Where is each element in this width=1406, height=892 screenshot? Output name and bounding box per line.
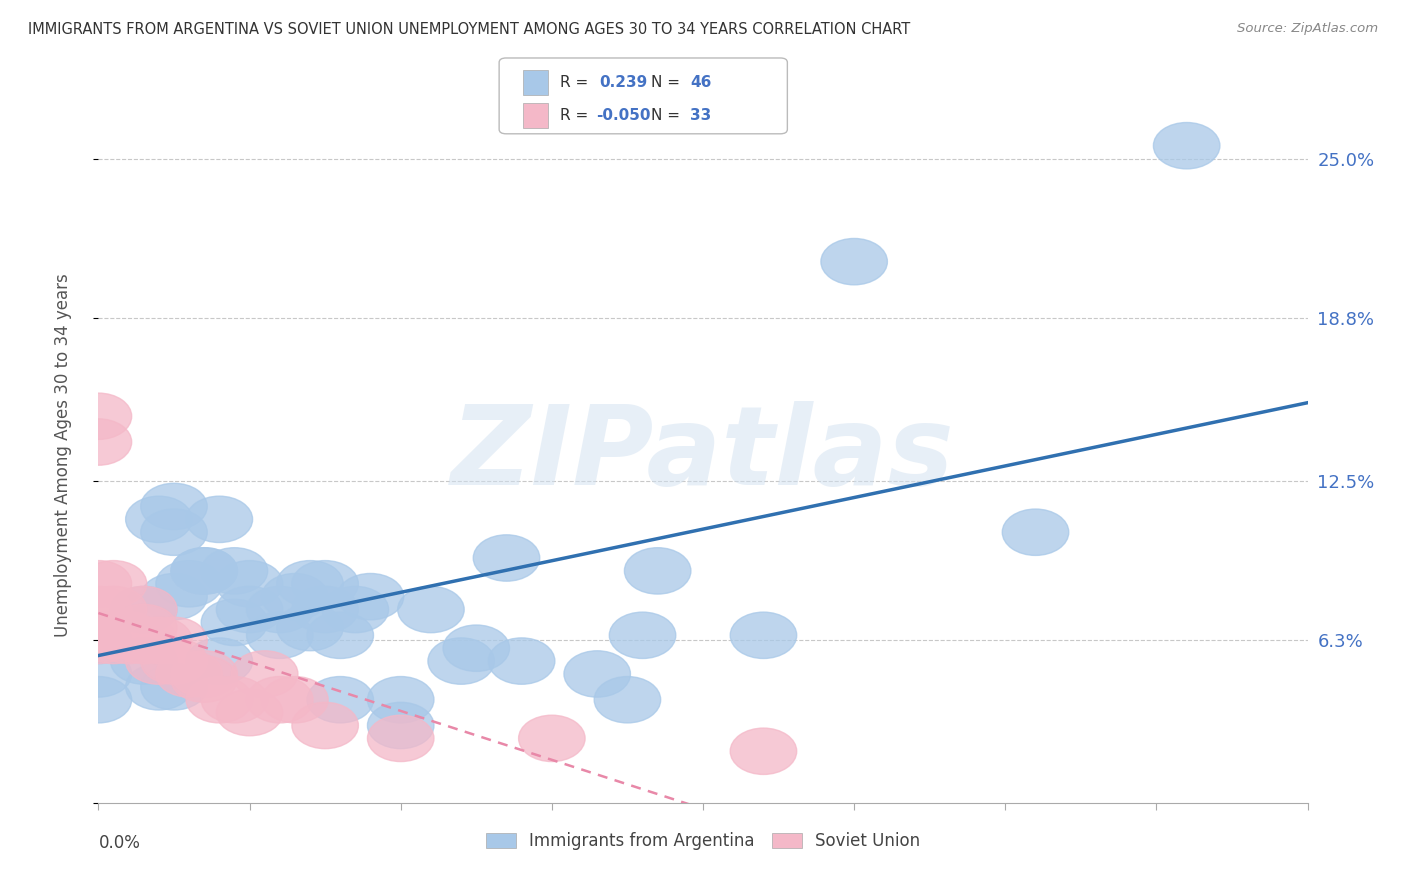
Ellipse shape [172,651,238,698]
Ellipse shape [65,586,132,632]
Ellipse shape [201,676,267,723]
Ellipse shape [111,617,177,664]
Ellipse shape [217,690,283,736]
Ellipse shape [292,702,359,748]
Ellipse shape [111,638,177,684]
Ellipse shape [519,715,585,762]
Ellipse shape [367,715,434,762]
Ellipse shape [65,599,132,646]
Ellipse shape [201,548,267,594]
Ellipse shape [337,574,404,620]
Ellipse shape [595,676,661,723]
Ellipse shape [96,612,162,658]
Ellipse shape [80,586,146,632]
Ellipse shape [488,638,555,684]
Ellipse shape [246,676,314,723]
Ellipse shape [262,676,328,723]
Ellipse shape [730,612,797,658]
Ellipse shape [65,419,132,466]
Ellipse shape [443,625,509,672]
Ellipse shape [156,560,222,607]
Ellipse shape [367,676,434,723]
Ellipse shape [398,586,464,632]
Text: 0.239: 0.239 [599,75,647,89]
Ellipse shape [307,612,374,658]
Ellipse shape [217,586,283,632]
Legend: Immigrants from Argentina, Soviet Union: Immigrants from Argentina, Soviet Union [479,826,927,857]
Ellipse shape [80,617,146,664]
Ellipse shape [564,651,630,698]
Text: R =: R = [560,75,593,89]
Text: IMMIGRANTS FROM ARGENTINA VS SOVIET UNION UNEMPLOYMENT AMONG AGES 30 TO 34 YEARS: IMMIGRANTS FROM ARGENTINA VS SOVIET UNIO… [28,22,910,37]
Ellipse shape [277,560,343,607]
Ellipse shape [609,612,676,658]
Ellipse shape [186,496,253,542]
Ellipse shape [111,605,177,651]
Ellipse shape [125,638,193,684]
Ellipse shape [141,483,207,530]
Ellipse shape [186,638,253,684]
Ellipse shape [65,560,132,607]
Ellipse shape [322,586,388,632]
Ellipse shape [232,651,298,698]
Ellipse shape [65,393,132,440]
Ellipse shape [474,535,540,582]
Ellipse shape [246,586,314,632]
Ellipse shape [65,617,132,664]
Ellipse shape [1153,122,1220,169]
Ellipse shape [156,651,222,698]
Ellipse shape [111,586,177,632]
Text: 46: 46 [690,75,711,89]
Ellipse shape [367,702,434,748]
Text: 0.0%: 0.0% [98,834,141,852]
Ellipse shape [125,664,193,710]
Ellipse shape [141,638,207,684]
Ellipse shape [1002,509,1069,556]
Ellipse shape [65,676,132,723]
Text: ZIPatlas: ZIPatlas [451,401,955,508]
Ellipse shape [141,664,207,710]
Text: 33: 33 [690,109,711,123]
Ellipse shape [277,605,343,651]
Ellipse shape [125,496,193,542]
Text: N =: N = [651,109,685,123]
Ellipse shape [80,612,146,658]
Ellipse shape [821,238,887,285]
Ellipse shape [65,651,132,698]
Text: N =: N = [651,75,685,89]
Ellipse shape [292,560,359,607]
Ellipse shape [186,676,253,723]
Ellipse shape [172,548,238,594]
Ellipse shape [141,617,207,664]
Ellipse shape [217,560,283,607]
Ellipse shape [427,638,495,684]
Ellipse shape [172,548,238,594]
Ellipse shape [292,586,359,632]
Ellipse shape [111,586,177,632]
Ellipse shape [141,509,207,556]
Ellipse shape [96,617,162,664]
Ellipse shape [125,617,193,664]
Ellipse shape [730,728,797,774]
Y-axis label: Unemployment Among Ages 30 to 34 years: Unemployment Among Ages 30 to 34 years [53,273,72,637]
Text: -0.050: -0.050 [596,109,651,123]
Ellipse shape [172,656,238,702]
Ellipse shape [80,560,146,607]
Ellipse shape [65,617,132,664]
Ellipse shape [201,599,267,646]
Ellipse shape [141,574,207,620]
Text: R =: R = [560,109,593,123]
Ellipse shape [65,612,132,658]
Ellipse shape [624,548,690,594]
Ellipse shape [307,676,374,723]
Ellipse shape [246,612,314,658]
Ellipse shape [262,574,328,620]
Text: Source: ZipAtlas.com: Source: ZipAtlas.com [1237,22,1378,36]
